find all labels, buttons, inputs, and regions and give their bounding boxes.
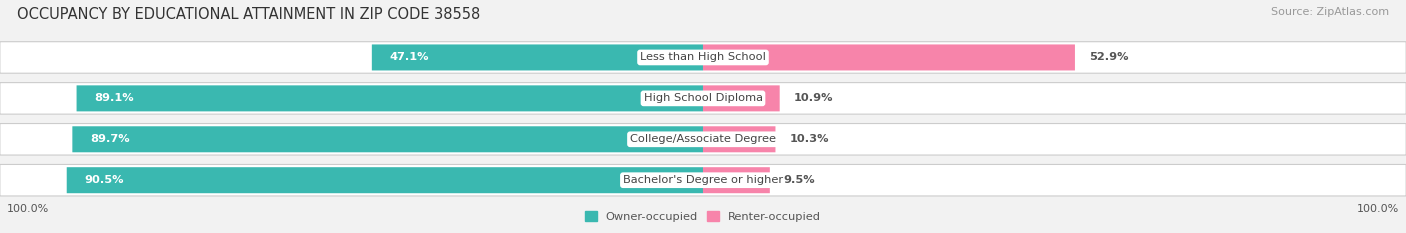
Text: 52.9%: 52.9% (1090, 52, 1129, 62)
FancyBboxPatch shape (0, 42, 1406, 73)
FancyBboxPatch shape (66, 167, 703, 193)
Text: High School Diploma: High School Diploma (644, 93, 762, 103)
FancyBboxPatch shape (703, 126, 776, 152)
Text: OCCUPANCY BY EDUCATIONAL ATTAINMENT IN ZIP CODE 38558: OCCUPANCY BY EDUCATIONAL ATTAINMENT IN Z… (17, 7, 479, 22)
Text: 9.5%: 9.5% (785, 175, 815, 185)
Text: 10.9%: 10.9% (793, 93, 834, 103)
Text: College/Associate Degree: College/Associate Degree (630, 134, 776, 144)
FancyBboxPatch shape (76, 85, 703, 111)
Text: Source: ZipAtlas.com: Source: ZipAtlas.com (1271, 7, 1389, 17)
Text: Bachelor's Degree or higher: Bachelor's Degree or higher (623, 175, 783, 185)
FancyBboxPatch shape (0, 83, 1406, 114)
FancyBboxPatch shape (371, 45, 703, 70)
Text: Less than High School: Less than High School (640, 52, 766, 62)
FancyBboxPatch shape (703, 45, 1076, 70)
FancyBboxPatch shape (0, 123, 1406, 155)
FancyBboxPatch shape (0, 164, 1406, 196)
FancyBboxPatch shape (703, 85, 780, 111)
Text: 10.3%: 10.3% (790, 134, 830, 144)
FancyBboxPatch shape (703, 167, 770, 193)
Text: 47.1%: 47.1% (389, 52, 429, 62)
Legend: Owner-occupied, Renter-occupied: Owner-occupied, Renter-occupied (585, 211, 821, 222)
Text: 100.0%: 100.0% (7, 204, 49, 213)
Text: 89.1%: 89.1% (94, 93, 134, 103)
Text: 100.0%: 100.0% (1357, 204, 1399, 213)
Text: 90.5%: 90.5% (84, 175, 124, 185)
Text: 89.7%: 89.7% (90, 134, 129, 144)
FancyBboxPatch shape (72, 126, 703, 152)
